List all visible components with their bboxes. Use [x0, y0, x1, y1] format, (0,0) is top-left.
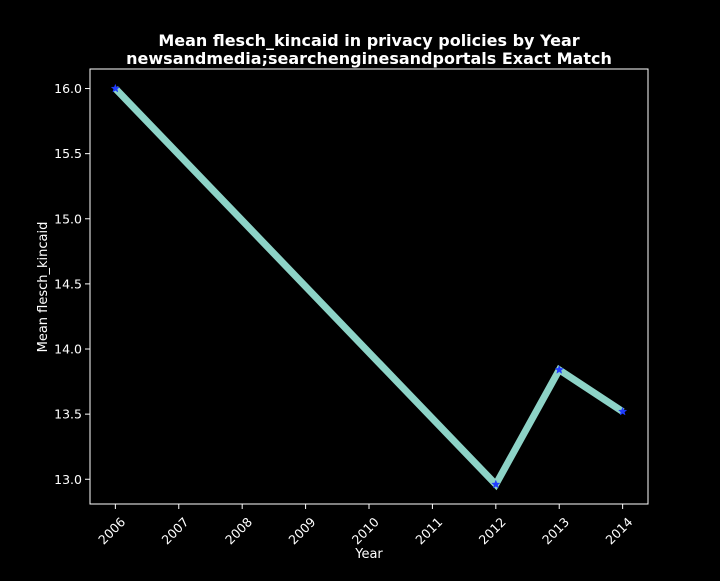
- data-point-marker: [617, 406, 628, 416]
- x-tick-label: 2013: [539, 514, 572, 547]
- x-axis-label: Year: [354, 547, 383, 562]
- y-tick-label: 15.5: [54, 146, 82, 161]
- y-tick-label: 14.5: [54, 276, 82, 291]
- data-point-marker: [110, 83, 121, 93]
- x-tick-label: 2014: [602, 514, 635, 547]
- y-tick-label: 15.0: [54, 211, 82, 226]
- x-tick-label: 2009: [285, 514, 318, 547]
- y-tick-label: 16.0: [54, 81, 82, 96]
- chart-title: Mean flesch_kincaid in privacy policies …: [158, 31, 579, 50]
- data-point-marker: [491, 479, 501, 489]
- y-axis-label: Mean flesch_kincaid: [36, 222, 51, 353]
- y-axis-ticks: 13.0 13.5 14.0 14.5 15.0 15.5 16.0: [54, 81, 90, 487]
- x-tick-label: 2007: [159, 514, 192, 547]
- chart-subtitle: newsandmedia;searchenginesandportals Exa…: [126, 49, 612, 68]
- x-tick-label: 2008: [222, 514, 255, 547]
- plot-area-frame: [89, 68, 649, 505]
- y-tick-label: 13.5: [54, 407, 82, 422]
- y-tick-label: 13.0: [54, 472, 82, 487]
- x-tick-label: 2010: [349, 514, 382, 547]
- x-tick-label: 2012: [476, 514, 509, 547]
- series-layer: [110, 83, 628, 491]
- series-line: [112, 86, 625, 491]
- y-tick-label: 14.0: [54, 342, 82, 357]
- x-tick-label: 2006: [95, 514, 128, 547]
- x-axis-ticks: 2006 2007 2008 2009 2010 2011 2012 2013 2014: [95, 504, 636, 547]
- data-point-marker: [554, 364, 564, 374]
- x-tick-label: 2011: [412, 514, 445, 547]
